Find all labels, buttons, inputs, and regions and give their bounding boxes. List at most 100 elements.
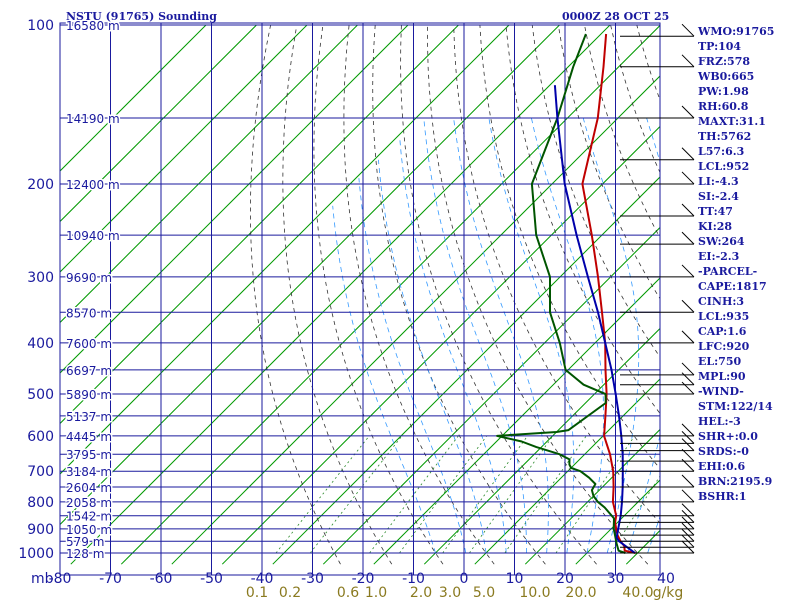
index-value: TP:104 bbox=[698, 40, 741, 53]
height-label: 3795 m bbox=[66, 448, 112, 462]
mixing-ratio-label: 5.0 bbox=[473, 585, 495, 600]
height-label: 16580 m bbox=[66, 19, 120, 33]
dry-adiabat-line bbox=[372, 24, 546, 565]
pressure-unit-label: mb bbox=[31, 571, 54, 587]
height-labels: 16580 m 14190 m 12400 m 10940 m 9690 m 8570 m… bbox=[65, 18, 122, 563]
wind-barb bbox=[620, 503, 695, 517]
wind-barb bbox=[620, 431, 695, 444]
mixing-ratio-label: 20.0 bbox=[565, 585, 596, 600]
wind-barb bbox=[620, 299, 695, 313]
time-label: 0000Z 28 OCT 25 bbox=[562, 10, 669, 23]
pressure-tick-label: 200 bbox=[27, 177, 54, 193]
mixing-ratio-label: g/kg bbox=[653, 585, 684, 600]
index-value: STM:122/14 bbox=[698, 400, 773, 413]
pressure-tick-label: 500 bbox=[27, 387, 54, 403]
height-label: 2604 m bbox=[66, 481, 112, 495]
dewpoint-line bbox=[496, 33, 626, 554]
isotherm-line bbox=[60, 24, 409, 374]
indices-panel: WMO:91765 TP:104 FRZ:578 WB0:665 PW:1.98 RH:6… bbox=[697, 25, 774, 503]
height-label: 7600 m bbox=[66, 337, 112, 351]
index-value: WMO:91765 bbox=[697, 25, 774, 38]
index-value: FRZ:578 bbox=[698, 55, 750, 68]
temperature-tick-label: 40 bbox=[657, 571, 675, 587]
plot-frame bbox=[59, 22, 661, 576]
index-value: MPL:90 bbox=[698, 370, 746, 383]
wind-barb bbox=[620, 264, 695, 278]
wind-barb bbox=[620, 362, 695, 376]
index-value: SI:-2.4 bbox=[698, 190, 739, 203]
temperature-tick-label: -30 bbox=[301, 571, 324, 587]
wind-barb bbox=[620, 423, 695, 437]
wind-barb bbox=[620, 23, 695, 37]
wind-barb bbox=[620, 54, 695, 68]
mixing-ratio-label: 3.0 bbox=[439, 585, 461, 600]
mixing-ratio-line bbox=[399, 435, 488, 554]
isotherm-line bbox=[60, 24, 358, 324]
dry-adiabat-line bbox=[557, 24, 660, 300]
index-value: KI:28 bbox=[698, 220, 732, 233]
wind-barb bbox=[620, 105, 695, 119]
index-value: WB0:665 bbox=[697, 70, 754, 83]
temperature-tick-label: 30 bbox=[607, 571, 625, 587]
index-value: MAXT:31.1 bbox=[698, 115, 766, 128]
height-label: 579 m bbox=[66, 535, 104, 549]
index-value: L57:6.3 bbox=[698, 145, 744, 158]
height-label: 1542 m bbox=[66, 510, 112, 524]
index-value: RH:60.8 bbox=[698, 100, 749, 113]
index-value: LI:-4.3 bbox=[698, 175, 739, 188]
mixing-ratio-label: 10.0 bbox=[519, 585, 550, 600]
dry-adiabat-line bbox=[343, 24, 495, 565]
moist-adiabat-line bbox=[627, 117, 660, 554]
temperature-tick-label: -60 bbox=[150, 571, 173, 587]
height-label: 5137 m bbox=[66, 410, 112, 424]
isotherm-line bbox=[60, 24, 207, 172]
wind-barb bbox=[620, 330, 695, 344]
wind-barb bbox=[620, 171, 695, 185]
temperature-tick-label: 20 bbox=[556, 571, 574, 587]
height-label: 8570 m bbox=[66, 306, 112, 320]
dry-adiabat-line bbox=[479, 24, 660, 470]
wind-barb bbox=[620, 231, 695, 245]
dry-adiabat-lines bbox=[250, 24, 660, 565]
mixing-ratio-line bbox=[309, 435, 403, 554]
temperature-tick-label: 10 bbox=[506, 571, 524, 587]
wind-barbs bbox=[620, 23, 695, 554]
wind-barb bbox=[620, 147, 695, 161]
dry-adiabat-line bbox=[250, 24, 341, 565]
dry-adiabat-line bbox=[453, 24, 660, 524]
dry-adiabat-line bbox=[282, 24, 393, 565]
height-label: 1050 m bbox=[66, 523, 112, 537]
moist-adiabat-line bbox=[488, 117, 575, 554]
wind-barb bbox=[620, 489, 695, 503]
temperature-tick-label: 0 bbox=[460, 571, 469, 587]
height-label: 3184 m bbox=[66, 465, 112, 479]
index-value: PW:1.98 bbox=[698, 85, 749, 98]
pressure-tick-label: 300 bbox=[27, 270, 54, 286]
pressure-tick-label: 700 bbox=[27, 464, 54, 480]
station-title: NSTU (91765) Sounding bbox=[66, 10, 217, 23]
height-label: 5890 m bbox=[66, 388, 112, 402]
pressure-tick-label: 800 bbox=[27, 495, 54, 511]
moist-adiabat-line bbox=[531, 117, 605, 554]
wind-barb bbox=[620, 448, 695, 462]
moist-adiabat-line bbox=[423, 117, 527, 553]
index-value: LCL:952 bbox=[698, 160, 749, 173]
index-value: TH:5762 bbox=[698, 130, 751, 143]
height-label: 6697 m bbox=[66, 364, 112, 378]
wind-barb bbox=[620, 381, 695, 395]
temperature-tick-label: -10 bbox=[402, 571, 425, 587]
height-label: 10940 m bbox=[66, 229, 120, 243]
index-value: EI:-2.3 bbox=[698, 250, 739, 263]
pressure-axis: 100 200 300 400 500 600 700 800 900 1000 mb bbox=[18, 18, 54, 587]
height-label: 12400 m bbox=[66, 178, 120, 192]
pressure-tick-label: 400 bbox=[27, 336, 54, 352]
height-label: 14190 m bbox=[66, 112, 120, 126]
index-value: CAP:1.6 bbox=[698, 325, 747, 338]
index-value: -WIND- bbox=[698, 385, 744, 398]
profile-lines bbox=[496, 33, 636, 554]
index-value: -PARCEL- bbox=[698, 265, 757, 278]
wind-barb bbox=[620, 203, 695, 217]
index-value: CAPE:1817 bbox=[698, 280, 767, 293]
index-value: CINH:3 bbox=[698, 295, 744, 308]
